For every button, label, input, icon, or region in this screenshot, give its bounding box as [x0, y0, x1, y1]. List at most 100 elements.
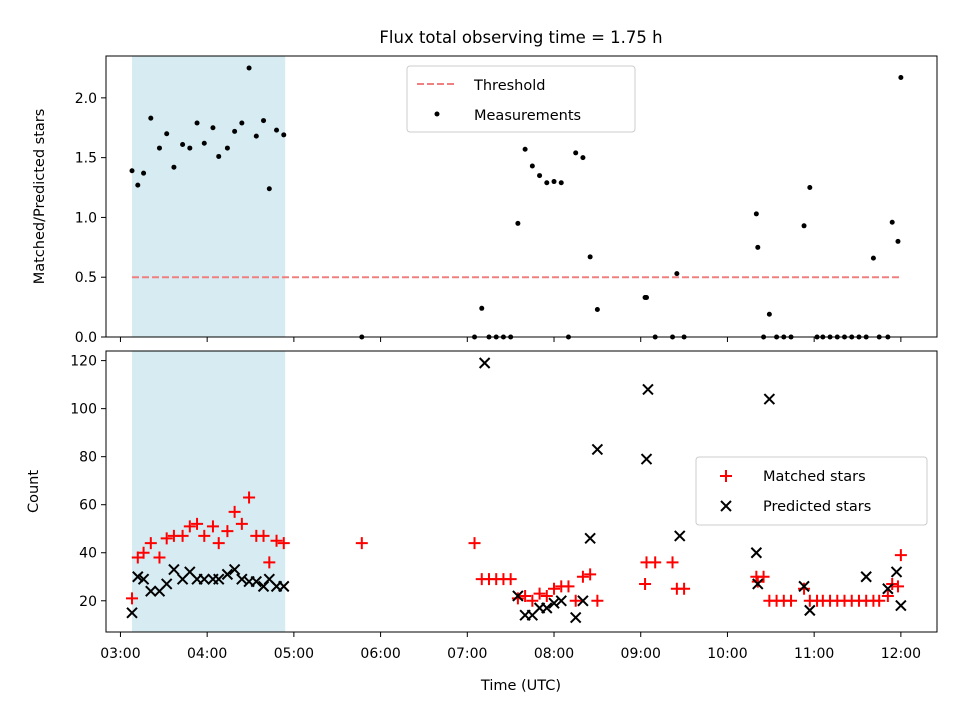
matched-stars-point	[212, 537, 225, 550]
measurement-point	[807, 185, 813, 191]
measurement-point	[180, 141, 186, 147]
matched-stars-point	[270, 534, 283, 547]
measurement-point	[129, 168, 135, 174]
y-tick-label: 20	[79, 594, 97, 610]
predicted-stars-point	[132, 571, 144, 583]
predicted-stars-point	[145, 585, 157, 597]
matched-stars-point	[569, 594, 582, 607]
bottom-panel-frame	[105, 350, 938, 633]
predicted-stars-point	[895, 599, 907, 612]
measurement-point	[148, 115, 154, 121]
measurement-point	[558, 180, 564, 186]
x-tick-label: 12:00	[881, 646, 921, 662]
measurement-point	[201, 140, 207, 146]
top-panel: 0.00.51.01.52.0 Matched/Predicted stars …	[32, 55, 938, 346]
measurement-point	[210, 125, 216, 131]
y-tick-label: 1.0	[75, 210, 97, 226]
measurement-point	[479, 305, 485, 311]
predicted-stars-point	[890, 566, 903, 578]
predicted-stars-legend-swatch	[720, 500, 732, 512]
matched-stars-point	[235, 517, 248, 530]
measurement-point	[232, 128, 238, 134]
matched-stars-point	[228, 505, 241, 518]
measurement-point	[224, 145, 230, 151]
matched-stars-point	[649, 556, 662, 569]
matched-stars-point	[263, 556, 276, 569]
matched-stars-point	[468, 537, 481, 550]
matched-stars-point	[198, 529, 211, 542]
matched-stars-point	[798, 582, 811, 595]
matched-stars-point	[183, 520, 196, 533]
matched-stars-point	[257, 529, 270, 542]
predicted-stars-point	[763, 393, 776, 405]
observing-window-span	[132, 56, 286, 337]
x-tick-label: 09:00	[621, 646, 661, 662]
measurement-point	[522, 146, 528, 152]
measurement-point	[537, 173, 543, 179]
matched-stars-point	[540, 589, 553, 602]
measurement-point	[515, 220, 521, 226]
predicted-stars-point	[250, 575, 263, 588]
x-tick-label: 07:00	[447, 646, 487, 662]
predicted-stars-point	[804, 604, 816, 617]
measurement-point	[644, 295, 650, 301]
matched-stars-point	[666, 556, 679, 569]
measurements-legend-label: Measurements	[474, 108, 581, 124]
bottom-legend-box	[695, 456, 928, 526]
predicted-stars-point	[798, 580, 810, 593]
measurement-point	[194, 120, 200, 126]
x-tick-label: 05:00	[274, 646, 314, 662]
y-tick-label: 0.0	[75, 330, 97, 346]
matched-stars-point	[160, 532, 173, 545]
x-tick-label: 06:00	[360, 646, 400, 662]
measurement-point	[674, 271, 680, 277]
predicted-stars-point	[750, 547, 763, 559]
matched-stars-point	[206, 520, 219, 533]
matched-stars-point	[591, 594, 604, 607]
measurement-point	[573, 150, 579, 156]
predicted-stars-point	[882, 583, 894, 595]
threshold-legend-label: Threshold	[473, 78, 545, 94]
measurement-point	[187, 145, 193, 151]
matched-stars-legend-label: Matched stars	[763, 469, 866, 485]
predicted-stars-point	[674, 530, 686, 542]
y-tick-label: 40	[79, 546, 97, 562]
top-legend-box	[406, 65, 636, 133]
predicted-stars-point	[584, 532, 596, 545]
y-tick-label: 80	[79, 450, 97, 466]
measurement-point	[261, 118, 267, 124]
matched-stars-point	[678, 582, 691, 595]
predicted-stars-point	[221, 568, 234, 581]
bottom-ylabel: Count	[26, 470, 42, 513]
measurement-point	[580, 155, 586, 161]
measurement-point	[870, 255, 876, 261]
matched-stars-point	[355, 537, 368, 550]
bottom-legend: Matched stars Predicted stars	[695, 456, 928, 526]
measurement-point	[529, 163, 535, 169]
measurement-point	[898, 75, 904, 81]
measurement-point	[281, 132, 287, 138]
measurement-point	[156, 145, 162, 151]
predicted-stars-point	[213, 573, 225, 585]
matched-stars-point	[562, 580, 575, 593]
bottom-panel: 20 40 60 80 100 120 03:00 04:00 05:00 06:00 07:00…	[26, 350, 938, 662]
observing-window-span	[132, 351, 286, 632]
y-tick-label: 1.5	[75, 151, 97, 167]
x-tick-label: 04:00	[187, 646, 227, 662]
measurement-point	[246, 65, 252, 71]
predicted-stars-point	[126, 607, 138, 619]
matched-stars-point	[243, 491, 256, 504]
x-axis-label: Time (UTC)	[480, 678, 561, 694]
matched-stars-point	[277, 537, 290, 550]
measurement-point	[274, 127, 280, 133]
matched-stars-point	[191, 517, 204, 530]
measurement-point	[266, 186, 272, 192]
predicted-stars-point	[555, 595, 567, 607]
measurement-point	[141, 170, 147, 176]
measurement-point	[171, 164, 177, 170]
measurement-point	[216, 153, 222, 159]
measurement-point	[889, 219, 895, 225]
y-tick-label: 120	[70, 354, 97, 370]
x-tick-label: 11:00	[794, 646, 834, 662]
predicted-stars-point	[541, 602, 553, 614]
